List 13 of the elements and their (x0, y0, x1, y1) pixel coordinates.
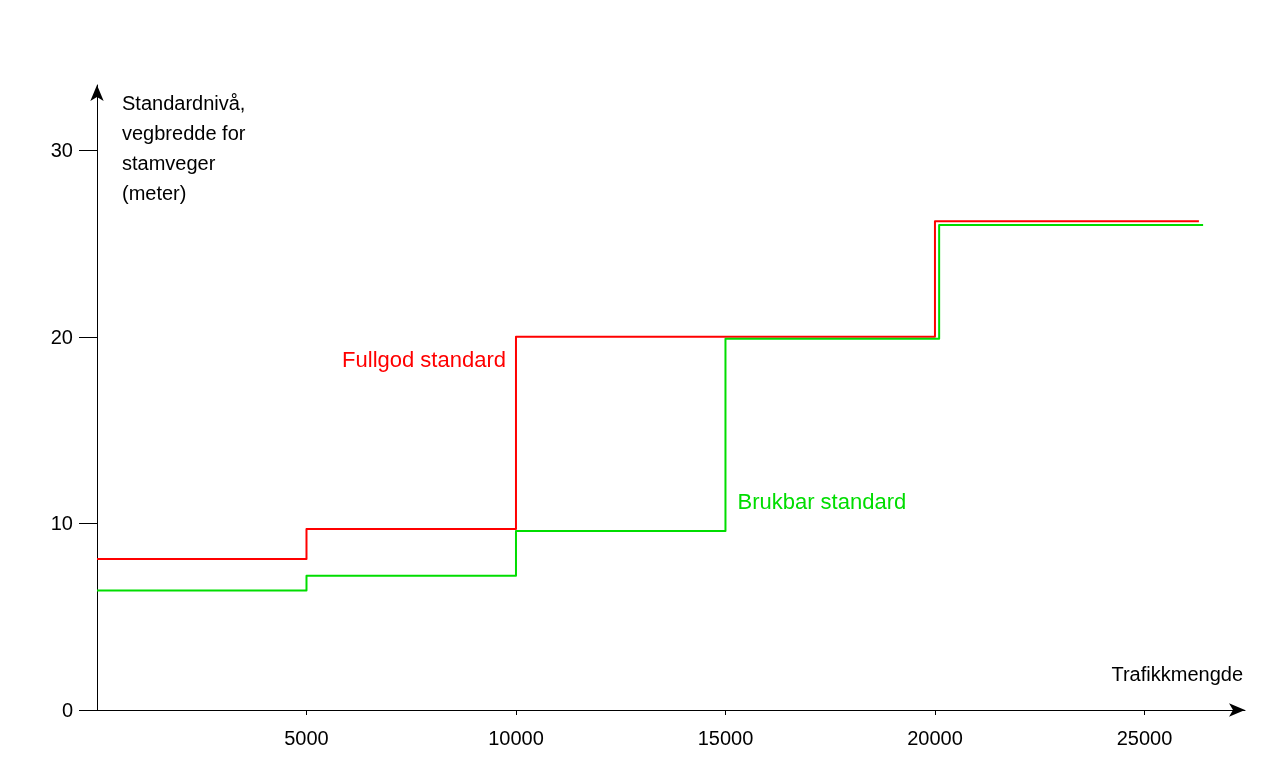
x-tick-label: 5000 (284, 727, 329, 749)
x-tick-label: 20000 (907, 727, 963, 749)
y-tick-label: 0 (61, 699, 73, 721)
x-axis-title: Trafikkmengde (1111, 663, 1244, 685)
y-axis-title: Standardnivå, vegbredde for stamveger (meter) (122, 92, 251, 204)
x-tick-label: 25000 (1116, 727, 1173, 749)
series-label: Brukbar standard (737, 489, 907, 515)
series-label: Fullgod standard (342, 347, 506, 373)
x-tick-label: 10000 (488, 727, 544, 749)
y-tick-label: 30 (50, 139, 73, 162)
y-tick-label: 20 (50, 325, 73, 348)
y-tick-label: 10 (50, 512, 73, 535)
x-tick-label: 15000 (697, 727, 754, 749)
